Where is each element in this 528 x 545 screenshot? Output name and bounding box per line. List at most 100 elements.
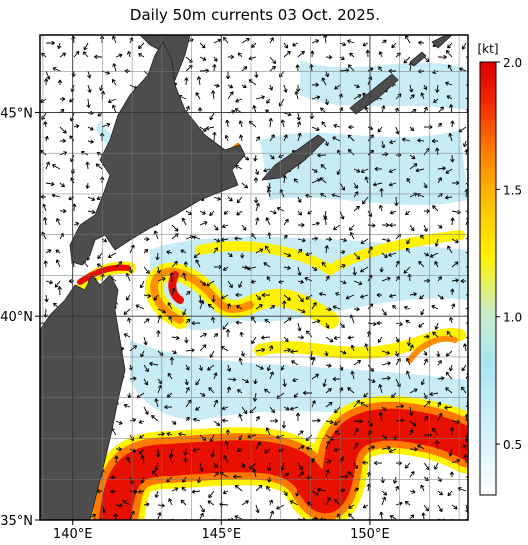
current-arrow: [264, 448, 271, 454]
current-arrow: [394, 350, 400, 357]
current-arrow: [310, 50, 315, 58]
current-arrow: [403, 266, 411, 274]
lon-tick-label: 140°E: [53, 527, 93, 542]
current-arrow: [268, 117, 273, 128]
current-arrow: [44, 135, 49, 142]
current-arrow: [266, 364, 272, 372]
current-arrow: [348, 513, 355, 520]
current-arrow: [234, 515, 243, 520]
current-arrow: [297, 248, 303, 254]
current-arrow: [378, 51, 383, 58]
current-arrow: [423, 504, 429, 512]
current-arrow: [465, 96, 468, 100]
current-arrow: [183, 457, 188, 464]
current-arrow: [293, 392, 299, 398]
current-arrow: [269, 134, 275, 142]
current-arrow: [311, 319, 321, 324]
current-arrow: [335, 292, 341, 297]
current-arrow: [388, 68, 397, 74]
current-arrow: [111, 104, 117, 114]
current-arrow: [325, 236, 333, 242]
current-arrow: [101, 122, 111, 128]
hokkaido: [69, 41, 246, 266]
current-arrow: [447, 490, 453, 497]
current-arrow: [404, 500, 411, 506]
current-arrow: [208, 387, 215, 394]
current-arrow: [389, 515, 397, 520]
current-arrow: [461, 364, 467, 372]
current-arrow: [199, 221, 208, 226]
current-arrow: [199, 504, 205, 513]
current-arrow: [406, 238, 411, 245]
current-arrow: [434, 462, 439, 470]
current-arrow: [185, 290, 191, 296]
current-arrow: [350, 370, 355, 380]
current-arrow: [156, 330, 161, 338]
current-arrow: [115, 503, 123, 508]
current-arrow: [406, 178, 411, 184]
current-arrow: [269, 499, 274, 506]
current-arrow: [255, 202, 260, 212]
current-arrow: [263, 262, 271, 268]
current-arrow: [353, 419, 363, 424]
current-arrow: [140, 476, 145, 484]
current-arrow: [171, 287, 176, 296]
current-arrow: [311, 302, 317, 310]
current-arrow: [291, 360, 299, 366]
current-arrow: [280, 364, 285, 371]
current-arrow: [45, 161, 50, 170]
current-arrow: [363, 392, 369, 398]
current-arrow: [182, 308, 187, 316]
current-arrow: [199, 512, 204, 520]
current-arrow: [283, 218, 289, 226]
current-arrow: [185, 416, 190, 422]
current-arrow: [381, 496, 387, 506]
current-arrow: [349, 231, 355, 240]
current-arrow: [448, 364, 454, 372]
current-arrow: [437, 177, 442, 184]
current-arrow: [237, 52, 243, 58]
strait-current: [77, 264, 131, 285]
current-arrow: [381, 39, 387, 44]
current-arrow: [325, 440, 331, 450]
current-arrow: [283, 265, 291, 270]
current-arrow: [224, 134, 229, 142]
current-arrow: [154, 462, 159, 472]
current-arrow: [254, 70, 259, 78]
current-arrow: [304, 276, 313, 282]
current-arrow: [339, 474, 348, 479]
current-arrow: [125, 272, 131, 282]
current-arrow: [451, 238, 459, 244]
current-arrow: [405, 357, 411, 366]
current-arrow: [432, 205, 439, 212]
current-arrow: [224, 440, 229, 450]
current-arrow: [140, 350, 145, 358]
current-arrow: [367, 445, 376, 450]
current-arrow: [445, 387, 453, 394]
current-arrow: [423, 56, 430, 63]
current-arrow: [181, 217, 187, 226]
current-arrow: [311, 95, 321, 100]
current-arrow: [283, 252, 292, 257]
eddy: [254, 328, 466, 359]
current-arrow: [280, 462, 285, 471]
current-arrow: [223, 210, 229, 215]
current-arrow: [388, 252, 397, 257]
current-arrow: [353, 191, 359, 198]
current-arrow: [213, 238, 221, 243]
current-arrow: [401, 137, 411, 142]
current-arrow: [321, 261, 327, 268]
current-arrow: [321, 77, 327, 86]
current-arrow: [185, 386, 190, 394]
current-arrow: [334, 406, 341, 414]
current-arrow: [226, 386, 231, 394]
current-arrow: [381, 445, 391, 451]
current-arrow: [238, 120, 243, 128]
current-arrow: [409, 489, 416, 494]
current-arrow: [114, 455, 119, 464]
current-arrow: [294, 90, 299, 100]
current-arrow: [297, 294, 304, 303]
current-arrow: [221, 418, 229, 423]
current-arrow: [41, 112, 47, 120]
current-arrow: [127, 50, 132, 58]
